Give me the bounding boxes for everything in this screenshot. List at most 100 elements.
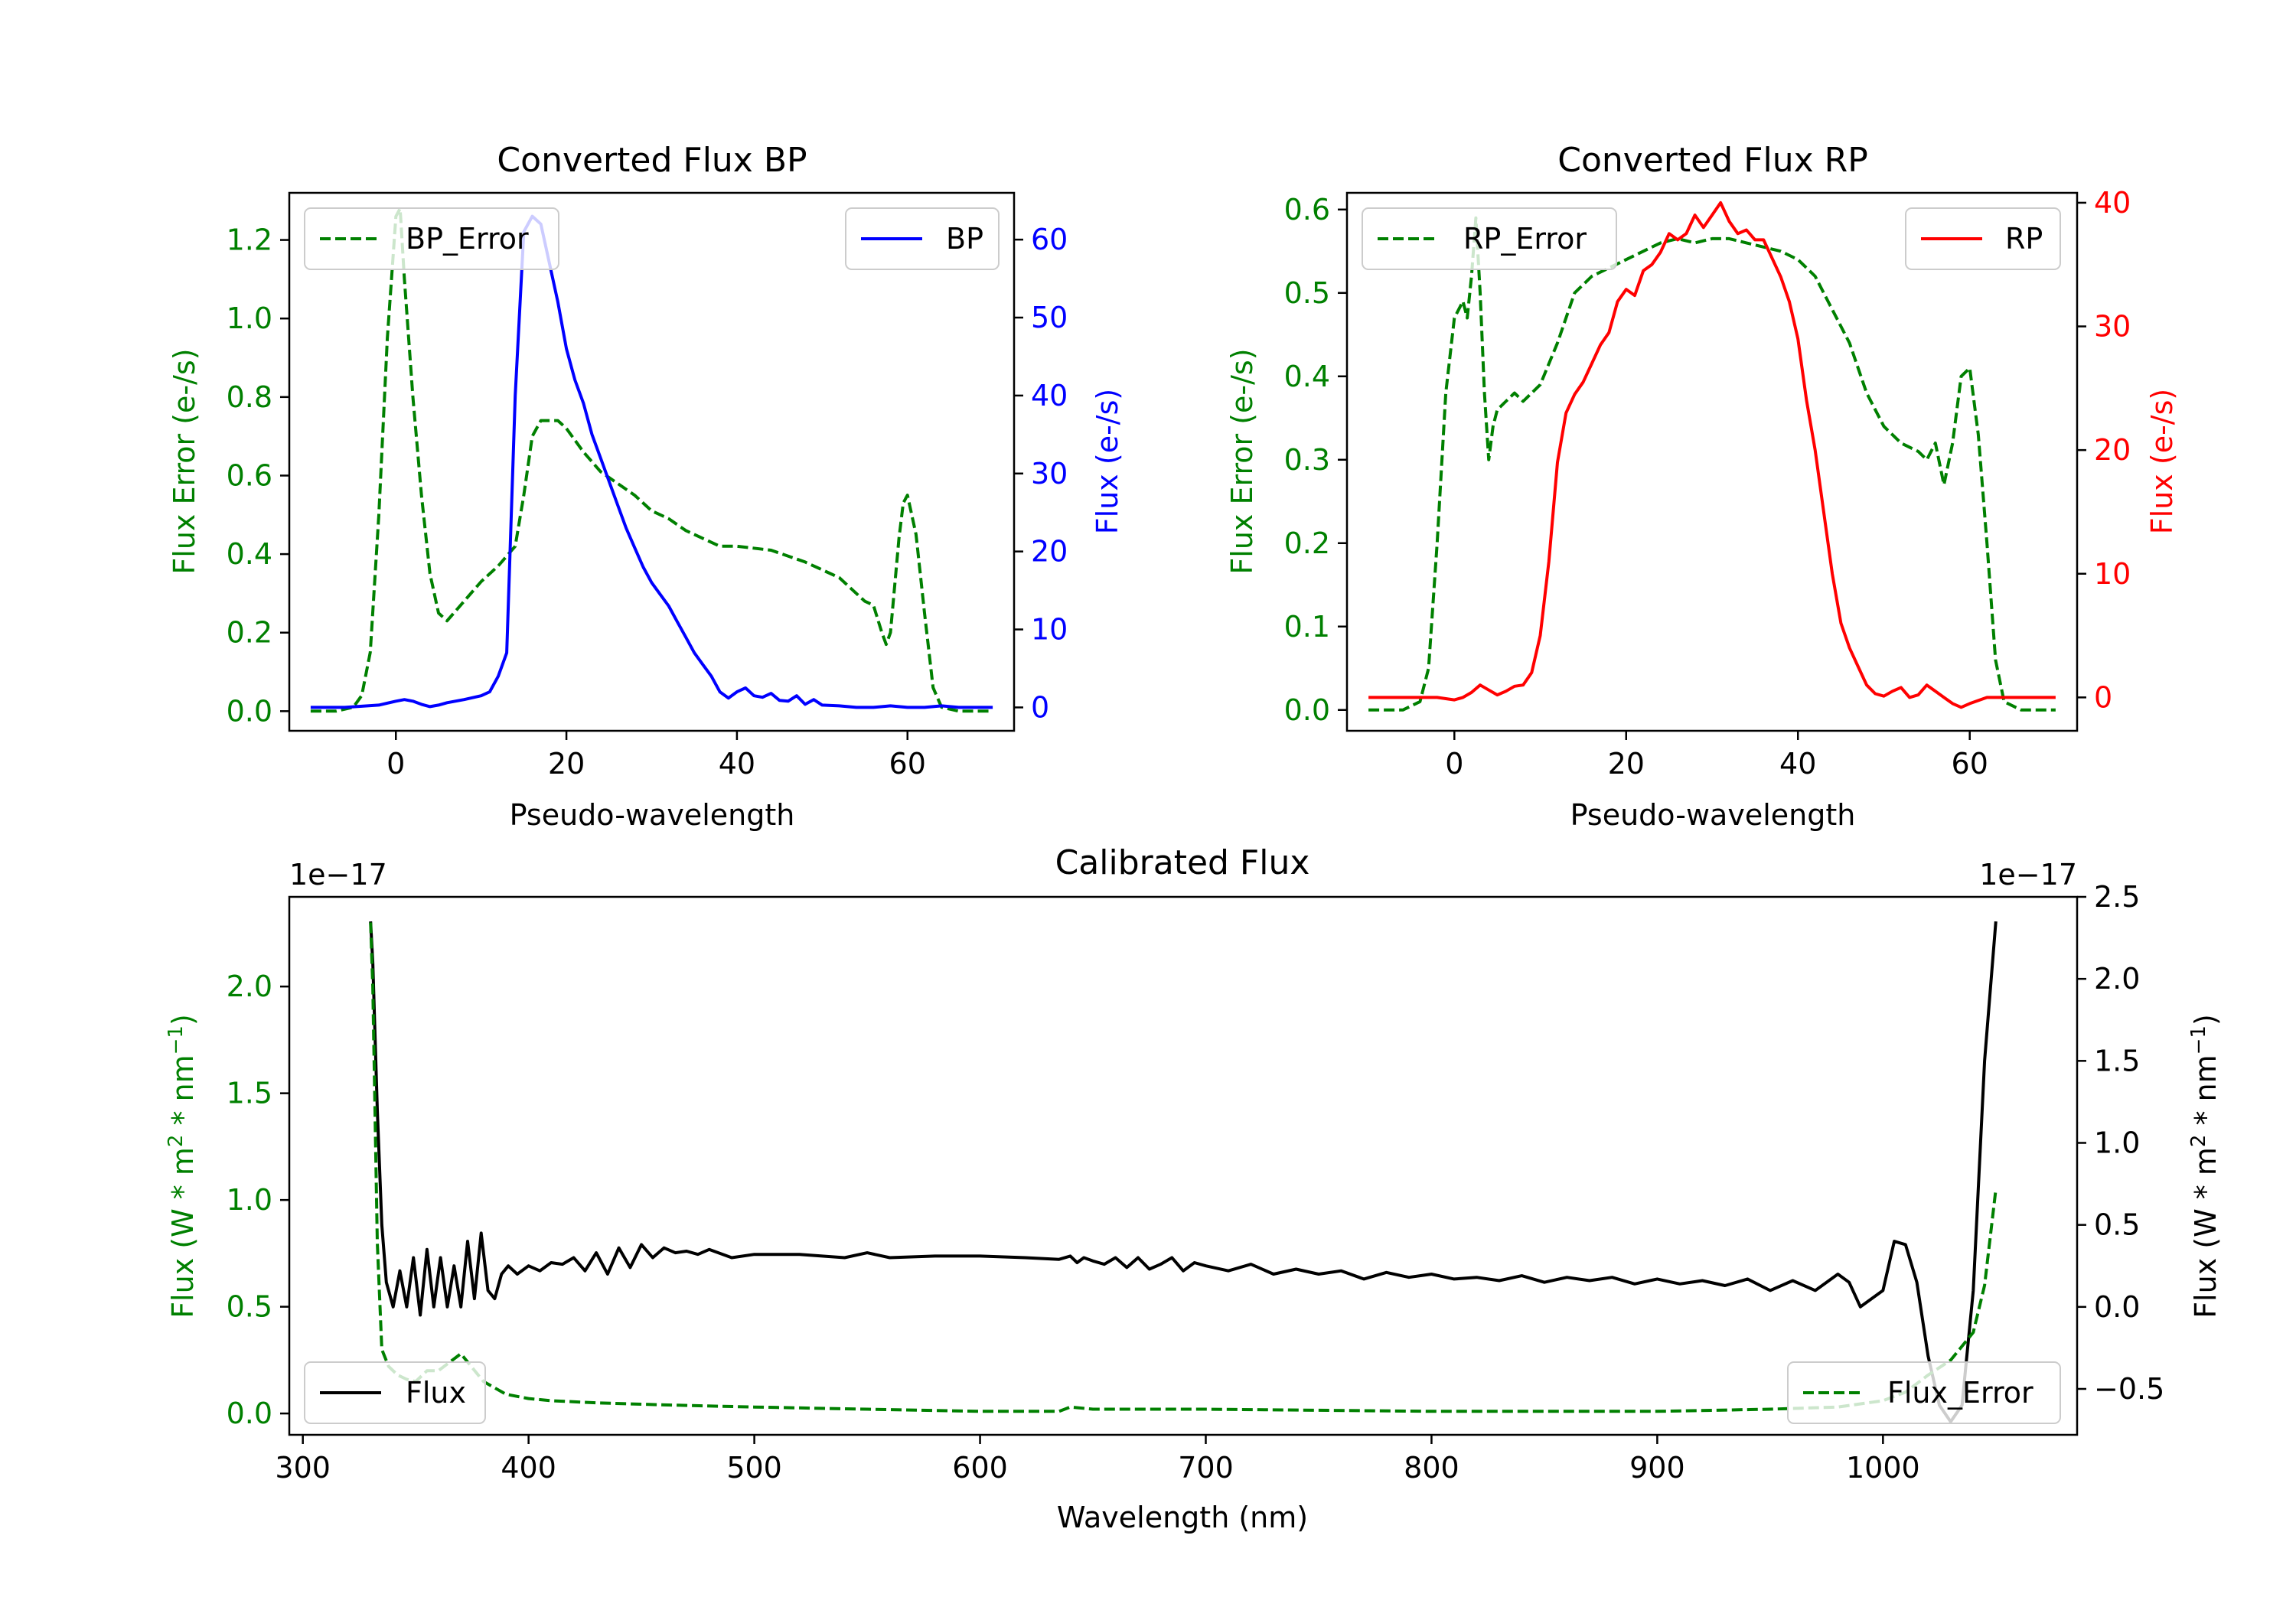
- calibrated-x-tick-label: 300: [275, 1451, 331, 1485]
- calibrated-left-y-ticks: 0.0 0.5 1.0 1.5 2.0: [227, 970, 289, 1430]
- calibrated-left-y-tick-label: 1.5: [227, 1077, 272, 1110]
- bp-left-y-tick-label: 1.2: [227, 223, 272, 257]
- bp-line: [310, 214, 993, 709]
- bp-right-y-axis-label: Flux (e-/s): [1091, 389, 1124, 534]
- rp-left-y-ticks: 0.0 0.1 0.2 0.3 0.4 0.5 0.6: [1284, 193, 1347, 727]
- rp-x-tick-label: 0: [1445, 747, 1463, 781]
- rp-legend[interactable]: RP: [1905, 207, 2061, 270]
- calibrated-left-y-tick-label: 2.0: [227, 970, 272, 1003]
- rp-left-y-tick-label: 0.3: [1284, 443, 1330, 477]
- calibrated-x-tick-label: 600: [952, 1451, 1008, 1485]
- calibrated-x-tick-label: 800: [1404, 1451, 1459, 1485]
- bp-left-y-tick-label: 0.4: [227, 537, 272, 571]
- rp-right-y-tick-label: 10: [2094, 557, 2131, 591]
- rp-right-y-axis-label: Flux (e-/s): [2145, 389, 2179, 534]
- bp-title: Converted Flux BP: [497, 141, 807, 180]
- bp-right-y-tick-label: 50: [1031, 301, 1068, 334]
- bp-x-axis-label: Pseudo-wavelength: [510, 798, 795, 832]
- calibrated-x-axis-label: Wavelength (nm): [1057, 1501, 1308, 1534]
- bp-left-y-tick-label: 0.6: [227, 458, 272, 492]
- rp-error-legend-box: [1362, 207, 1617, 270]
- flux-legend-box: [304, 1361, 486, 1424]
- bp-left-y-tick-label: 0.0: [227, 694, 272, 728]
- bp-x-tick-label: 0: [386, 747, 405, 781]
- calibrated-left-y-tick-label: 1.0: [227, 1183, 272, 1217]
- rp-left-y-tick-label: 0.4: [1284, 360, 1330, 393]
- rp-left-y-tick-label: 0.6: [1284, 193, 1330, 227]
- calibrated-right-y-tick-label: 0.5: [2094, 1208, 2140, 1242]
- bp-panel: Converted Flux BP 0 20 40 60 0.00.20.40.60.…: [168, 141, 1124, 832]
- bp-left-y-tick-label: 1.0: [227, 302, 272, 335]
- rp-left-y-axis-label: Flux Error (e-/s): [1225, 348, 1259, 574]
- calibrated-right-y-ticks: −0.5 0.0 0.5 1.0 1.5 2.0 2.5: [2077, 880, 2164, 1406]
- rp-x-tick-label: 60: [1952, 747, 1988, 781]
- calibrated-axes-frame: [288, 895, 2079, 1436]
- bp-right-y-tick-label: 20: [1031, 535, 1068, 569]
- bp-left-y-tick-label: 0.2: [227, 616, 272, 650]
- bp-left-y-axis-label: Flux Error (e-/s): [168, 348, 201, 574]
- calibrated-right-y-tick-label: 2.0: [2094, 962, 2140, 996]
- bp-right-y-tick-label: 30: [1031, 457, 1068, 491]
- bp-left-y-ticks: 0.0 0.2 0.4 0.6 0.8 1.0 1.2: [227, 223, 289, 728]
- rp-x-tick-label: 20: [1608, 747, 1645, 781]
- flux-error-line: [369, 922, 1998, 1413]
- rp-right-y-tick-label: 0: [2094, 680, 2112, 714]
- calibrated-right-y-tick-label: −0.5: [2094, 1372, 2164, 1406]
- rp-x-axis-label: Pseudo-wavelength: [1570, 798, 1856, 832]
- rp-axes-frame: [1345, 191, 2079, 732]
- bp-right-y-ticks: 0 10 20 30 40 50 60: [1014, 223, 1068, 724]
- rp-curves: [1368, 200, 2056, 712]
- rp-right-y-tick-label: 40: [2094, 186, 2131, 220]
- bp-curves: [310, 207, 993, 713]
- calibrated-x-tick-label: 700: [1178, 1451, 1234, 1485]
- bp-error-legend[interactable]: BP_Error: [304, 207, 559, 270]
- calibrated-x-tick-label: 500: [726, 1451, 782, 1485]
- rp-right-y-tick-label: 20: [2094, 433, 2131, 467]
- rp-left-y-tick-label: 0.0: [1284, 693, 1330, 727]
- rp-left-y-tick-label: 0.5: [1284, 276, 1330, 310]
- rp-x-ticks: 0 20 40 60: [1445, 731, 1988, 781]
- rp-error-legend[interactable]: RP_Error: [1362, 207, 1617, 270]
- calibrated-x-tick-label: 900: [1629, 1451, 1685, 1485]
- bp-legend-label: BP: [946, 222, 983, 256]
- calibrated-x-tick-label: 1000: [1846, 1451, 1920, 1485]
- bp-right-y-tick-label: 10: [1031, 613, 1068, 647]
- calibrated-right-y-tick-label: 2.5: [2094, 880, 2140, 914]
- calibrated-left-offset: 1e−17: [289, 858, 387, 892]
- rp-line: [1368, 200, 2056, 709]
- bp-x-tick-label: 60: [889, 747, 926, 781]
- rp-panel: Converted Flux RP 0 20 40 60 0.00.10.20.30.…: [1225, 141, 2179, 832]
- calibrated-x-ticks: 300 400 500 600 700 800 900 1000: [275, 1435, 1920, 1485]
- bp-error-legend-label: BP_Error: [406, 222, 529, 256]
- calibrated-title: Calibrated Flux: [1055, 843, 1310, 882]
- bp-axes-frame: [288, 191, 1016, 732]
- bp-x-ticks: 0 20 40 60: [386, 731, 926, 781]
- calibrated-curves: [369, 921, 1998, 1423]
- rp-right-y-tick-label: 30: [2094, 310, 2131, 344]
- calibrated-panel: Calibrated Flux 1e−17 1e−17 300 400 500 600…: [165, 843, 2223, 1534]
- bp-error-line: [310, 207, 993, 713]
- flux-error-legend-box: [1787, 1361, 2061, 1424]
- calibrated-left-y-tick-label: 0.5: [227, 1290, 272, 1324]
- bp-x-tick-label: 40: [719, 747, 755, 781]
- calibrated-left-y-axis-label: Flux (W * m2 * nm−1): [165, 1014, 200, 1319]
- bp-legend[interactable]: BP: [845, 207, 1000, 270]
- bp-right-y-tick-label: 40: [1031, 379, 1068, 412]
- bp-error-legend-box: [304, 207, 559, 270]
- rp-title: Converted Flux RP: [1557, 141, 1868, 180]
- calibrated-right-y-tick-label: 0.0: [2094, 1290, 2140, 1324]
- calibrated-x-tick-label: 400: [501, 1451, 556, 1485]
- bp-x-tick-label: 20: [548, 747, 585, 781]
- bp-right-y-tick-label: 60: [1031, 223, 1068, 256]
- rp-right-y-ticks: 0 10 20 30 40: [2077, 186, 2131, 714]
- bp-right-y-tick-label: 0: [1031, 690, 1049, 724]
- flux-legend[interactable]: Flux: [304, 1361, 486, 1424]
- rp-error-line: [1368, 216, 2056, 712]
- flux-error-legend[interactable]: Flux_Error: [1787, 1361, 2061, 1424]
- rp-legend-label: RP: [2005, 222, 2043, 256]
- calibrated-right-offset: 1e−17: [1979, 858, 2077, 892]
- calibrated-right-y-axis-label: Flux (W * m2 * nm−1): [2187, 1014, 2223, 1319]
- rp-x-tick-label: 40: [1779, 747, 1816, 781]
- flux-line: [369, 921, 1998, 1423]
